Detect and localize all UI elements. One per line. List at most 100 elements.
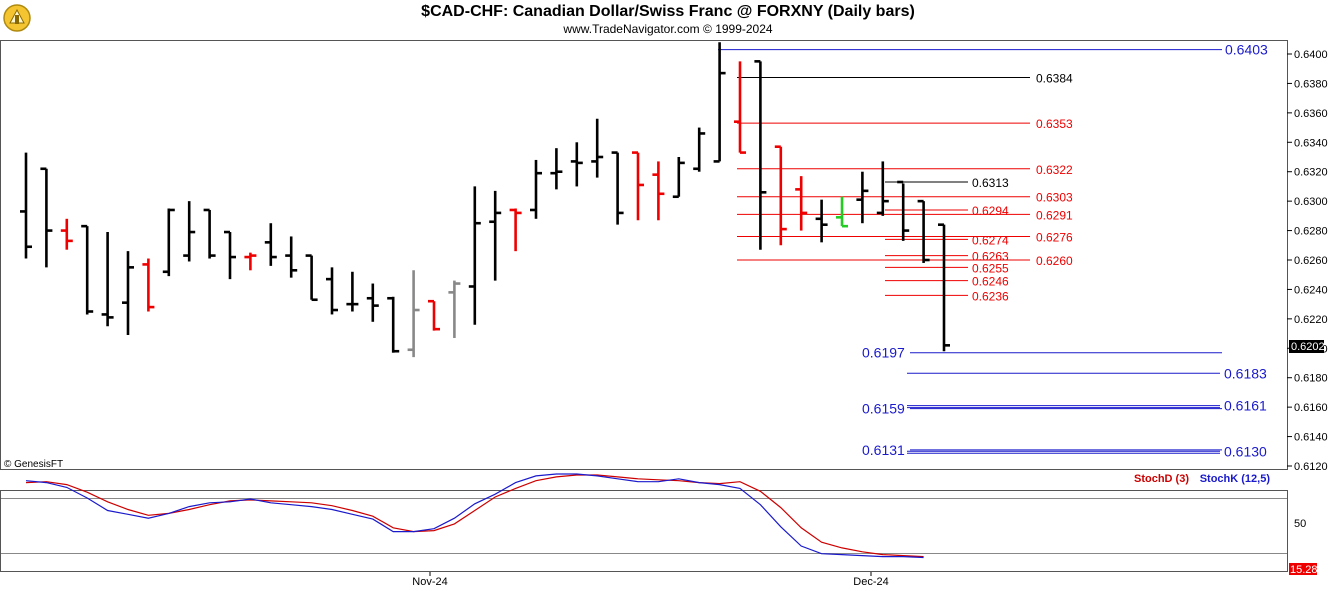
x-axis-strip [0, 572, 1336, 591]
ohlc-bar [836, 196, 848, 228]
ohlc-bar [530, 159, 542, 219]
ohlc-bar [938, 223, 950, 352]
x-axis: Nov-24 Dec-24 [412, 572, 889, 588]
level-label: 0.6183 [1224, 365, 1267, 381]
current-price-tag [1289, 340, 1324, 353]
level-label: 0.6294 [972, 204, 1009, 218]
ohlc-bar [550, 148, 563, 190]
level-label: 0.6161 [1224, 398, 1267, 414]
ohlc-bar [387, 296, 400, 353]
stoch-axis-50: 50 [1294, 518, 1306, 530]
ohlc-bar [815, 199, 828, 243]
stochastic-lines [25, 473, 924, 559]
stoch-value-label: 15.28 [1290, 564, 1318, 576]
level-label: 0.6131 [862, 442, 905, 458]
level-label: 0.6263 [972, 250, 1009, 264]
price-axis-label: 0.6320 [1294, 167, 1328, 179]
x-axis-label: Nov-24 [412, 576, 447, 588]
price-axis-label: 0.6300 [1294, 196, 1328, 208]
ohlc-bar [672, 157, 685, 199]
ohlc-bar [40, 167, 53, 268]
stochk-legend: StochK (12,5) [1200, 473, 1271, 485]
price-panel-frame [0, 40, 1288, 470]
level-label: 0.6274 [972, 233, 1009, 247]
level-label: 0.6291 [1036, 208, 1073, 222]
ohlc-bar [897, 180, 910, 241]
ohlc-bar [407, 270, 420, 358]
ohlc-bar [326, 267, 338, 315]
chart-subtitle: www.TradeNavigator.com © 1999-2024 [563, 22, 773, 36]
price-axis-label: 0.6260 [1294, 255, 1328, 267]
ohlc-bar [591, 118, 604, 178]
level-label: 0.6313 [972, 176, 1009, 190]
ohlc-bar [60, 218, 73, 250]
price-axis-label: 0.6120 [1294, 461, 1328, 473]
ohlc-bar [346, 271, 359, 312]
ohlc-bar [570, 142, 583, 187]
copyright-text: © GenesisFT [4, 459, 63, 470]
level-label: 0.6384 [1036, 72, 1073, 86]
price-axis-label: 0.6340 [1294, 137, 1328, 149]
level-label: 0.6322 [1036, 163, 1073, 177]
level-label: 0.6130 [1224, 443, 1267, 459]
price-axis-label: 0.6280 [1294, 226, 1328, 238]
ohlc-bar [693, 127, 706, 172]
ohlc-bar [774, 145, 787, 246]
ohlc-bar [264, 223, 277, 266]
x-axis-label: Dec-24 [853, 576, 888, 588]
ohlc-bar [509, 208, 522, 252]
level-label: 0.6255 [972, 261, 1009, 275]
price-axis-label: 0.6380 [1294, 78, 1328, 90]
ohlc-bar [203, 208, 216, 259]
ohlc-bar [305, 254, 318, 302]
ohlc-bar [162, 208, 175, 277]
price-axis-label: 0.6400 [1294, 49, 1328, 61]
ohlc-bar [611, 151, 624, 225]
level-label: 0.6236 [972, 289, 1009, 303]
stochd-line [25, 474, 924, 558]
stochk-line [25, 473, 924, 559]
stochd-legend: StochD (3) [1134, 473, 1189, 485]
ohlc-bar [20, 152, 32, 259]
ohlc-bar [448, 280, 461, 338]
ohlc-bar [366, 283, 379, 322]
level-label: 0.6403 [1225, 42, 1268, 58]
ohlc-bar [856, 171, 869, 224]
ohlc-bar [122, 251, 134, 336]
price-axis-label: 0.6140 [1294, 432, 1328, 444]
ohlc-bar [81, 224, 94, 315]
level-label: 0.6353 [1036, 117, 1073, 131]
chart-title: $CAD-CHF: Canadian Dollar/Swiss Franc @ … [421, 3, 915, 20]
level-label: 0.6197 [862, 345, 905, 361]
ohlc-bar [489, 190, 502, 281]
ohlc-bar [734, 61, 746, 154]
tradenavigator-logo-icon [3, 4, 31, 32]
level-label: 0.6303 [1036, 191, 1073, 205]
ohlc-bar [224, 230, 236, 280]
ohlc-bar [795, 176, 808, 231]
indicator-panel-frame [0, 490, 1288, 572]
ohlc-bar [101, 232, 114, 327]
price-bars [20, 42, 950, 358]
ohlc-bar [183, 201, 196, 262]
ohlc-bar [876, 161, 889, 216]
price-axis: 0.6400 0.6380 0.6360 0.6340 0.6320 0.6300 0.62… [1287, 49, 1328, 473]
price-axis-label: 0.6180 [1294, 373, 1328, 385]
price-axis-label: 0.6360 [1294, 108, 1328, 120]
level-label: 0.6159 [862, 401, 905, 417]
chart-header: $CAD-CHF: Canadian Dollar/Swiss Franc @ … [0, 0, 1336, 40]
current-price-label: 0.6202 [1291, 341, 1325, 353]
ohlc-bar [468, 186, 481, 325]
ohlc-bar [142, 258, 155, 312]
ohlc-bar [754, 60, 767, 250]
price-axis-label: 0.6240 [1294, 284, 1328, 296]
stoch-value-tag [1289, 563, 1317, 575]
ohlc-bar [917, 199, 930, 263]
price-axis-label: 0.6160 [1294, 402, 1328, 414]
ohlc-bar [244, 252, 257, 271]
ohlc-bar [285, 236, 298, 278]
level-label: 0.6260 [1036, 254, 1073, 268]
price-axis-label: 0.6220 [1294, 314, 1328, 326]
ohlc-bar [713, 42, 726, 163]
